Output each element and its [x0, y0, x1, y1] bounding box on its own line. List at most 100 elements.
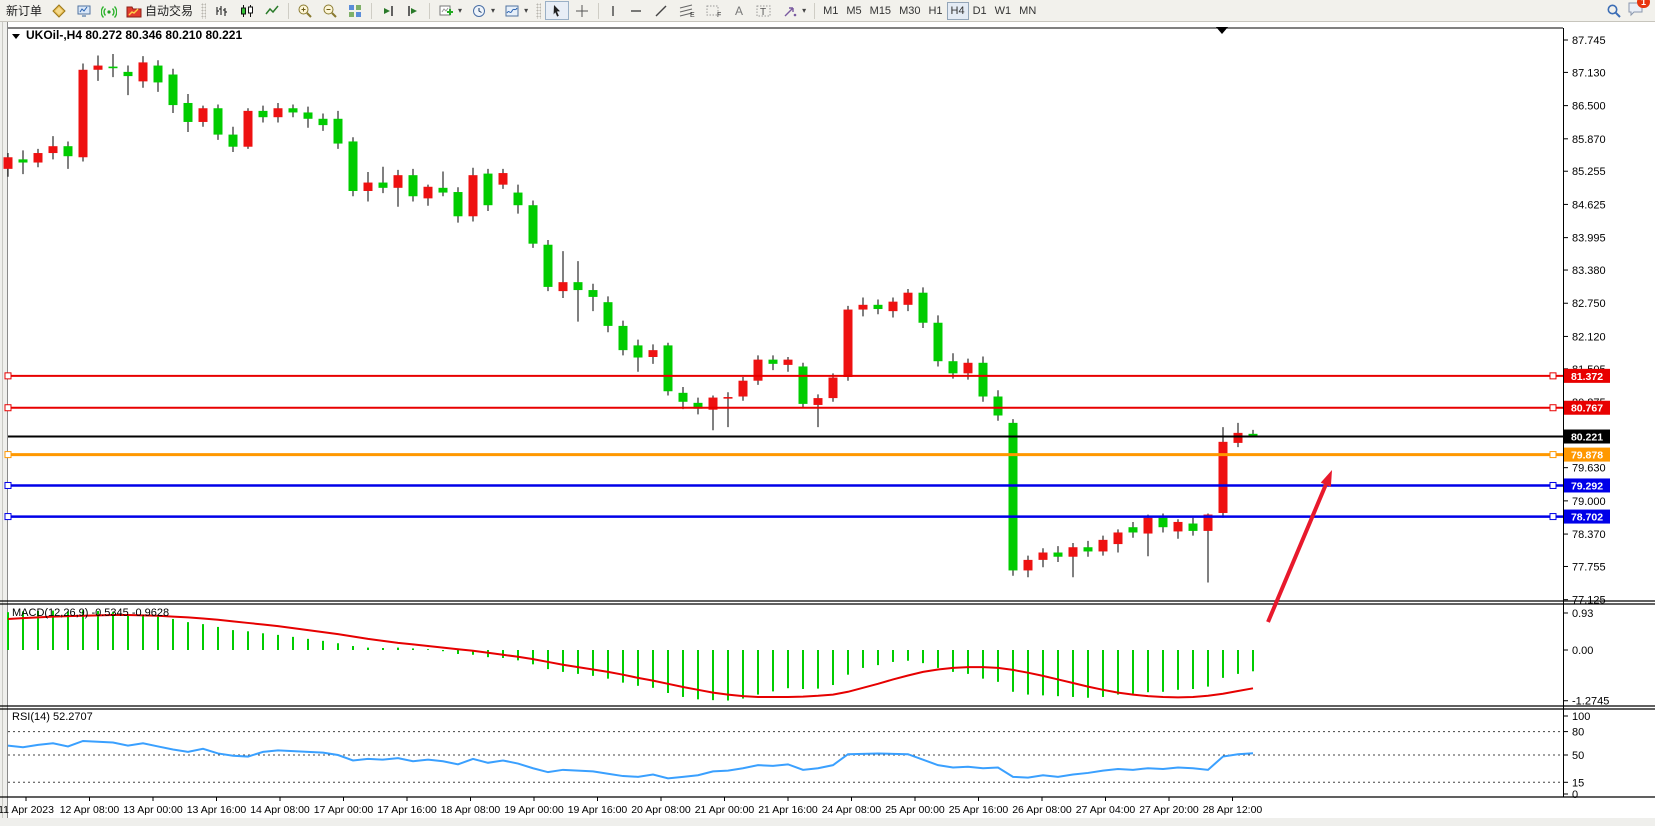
tf-M30[interactable]: M30 [895, 2, 924, 20]
svg-text:87.130: 87.130 [1572, 67, 1606, 79]
text-button[interactable]: A [728, 1, 750, 20]
autotrade-button[interactable]: 自动交易 [122, 1, 197, 20]
line-handle[interactable] [4, 404, 12, 412]
line-handle[interactable] [1549, 451, 1557, 459]
tf-H4[interactable]: H4 [946, 1, 969, 20]
scroll-marker[interactable] [1216, 27, 1228, 34]
chat-button[interactable]: 1 [1627, 0, 1650, 22]
period-clock-icon [471, 3, 487, 19]
chevron-down-icon: ▾ [458, 6, 463, 15]
svg-text:86.500: 86.500 [1572, 101, 1606, 113]
svg-text:79.000: 79.000 [1572, 496, 1606, 508]
time-axis[interactable]: 11 Apr 2023 12 Apr 08:00 13 Apr 00:00 13 Ap… [0, 797, 1262, 816]
candle-body [843, 309, 853, 378]
tf-M1[interactable]: M1 [819, 2, 842, 20]
horizontal-line-icon [628, 3, 644, 19]
tf-W1[interactable]: W1 [991, 2, 1016, 20]
tf-M15[interactable]: M15 [866, 2, 895, 20]
svg-text:79.630: 79.630 [1572, 463, 1606, 475]
svg-text:82.120: 82.120 [1572, 331, 1606, 343]
candle-body [618, 325, 628, 351]
text-label-button[interactable]: T [751, 1, 777, 20]
period-clock-button[interactable]: ▾ [467, 1, 499, 20]
arrow-annotation[interactable] [1266, 470, 1332, 623]
equidistant-channel-button[interactable]: F [701, 1, 727, 20]
line-handle[interactable] [1549, 404, 1557, 412]
line-handle[interactable] [4, 451, 12, 459]
new-order-button[interactable]: 新订单 [2, 1, 46, 20]
line-handle[interactable] [1549, 481, 1557, 489]
candle-body [693, 402, 703, 409]
chart-canvas[interactable]: 87.745 87.130 86.500 85.870 85.255 84.625 83.9… [0, 22, 1655, 826]
timeframe-group: M1 M5 M15 M30 H1 H4 D1 W1 MN [819, 1, 1040, 20]
zoom-in-button[interactable] [293, 1, 317, 20]
candlestick-chart-button[interactable] [235, 1, 259, 20]
price-label-box [1564, 447, 1610, 462]
fibonacci-button[interactable]: E [674, 1, 700, 20]
tf-M5[interactable]: M5 [842, 2, 865, 20]
tf-H1[interactable]: H1 [924, 2, 946, 20]
auto-scroll-button[interactable] [376, 1, 400, 20]
svg-text:17 Apr 16:00: 17 Apr 16:00 [377, 804, 437, 816]
candle-body [3, 157, 13, 169]
rsi-line [7, 739, 1254, 780]
candle-body [303, 112, 313, 119]
cursor-button[interactable] [545, 1, 570, 20]
tile-windows-button[interactable] [343, 1, 367, 20]
market-watch-button[interactable] [72, 1, 96, 20]
svg-text:15: 15 [1572, 777, 1584, 789]
arrows-button[interactable]: ▾ [778, 1, 810, 20]
candle-body [273, 108, 283, 118]
candle-body [648, 350, 658, 357]
svg-text:-1.2745: -1.2745 [1572, 696, 1609, 708]
price-axis[interactable]: 87.745 87.130 86.500 85.870 85.255 84.625 83.9… [1563, 35, 1610, 607]
arrows-icon [782, 3, 798, 19]
template-icon [504, 3, 520, 19]
tf-MN[interactable]: MN [1015, 2, 1040, 20]
toolbar-grip [201, 2, 207, 19]
trendline-button[interactable] [649, 1, 673, 20]
line-handle[interactable] [1549, 513, 1557, 521]
candle-body [1023, 559, 1033, 571]
line-handle[interactable] [1549, 372, 1557, 380]
horizontal-line-button[interactable] [624, 1, 648, 20]
svg-text:85.255: 85.255 [1572, 166, 1606, 178]
line-handle[interactable] [4, 372, 12, 380]
chevron-down-icon [12, 34, 20, 39]
market-watch-icon [76, 3, 92, 19]
candle-body [633, 345, 643, 358]
candle-body [1098, 539, 1108, 552]
new-order-ticket-button[interactable] [47, 1, 71, 20]
template-button[interactable]: ▾ [500, 1, 532, 20]
tf-D1[interactable]: D1 [969, 2, 991, 20]
svg-text:F: F [717, 12, 721, 19]
new-chart-button[interactable]: ▾ [434, 1, 466, 20]
candle-body [1113, 532, 1123, 545]
line-handle[interactable] [4, 513, 12, 521]
signal-button[interactable] [97, 1, 121, 20]
line-handle[interactable] [4, 481, 12, 489]
svg-text:14 Apr 08:00: 14 Apr 08:00 [250, 804, 310, 816]
svg-text:20 Apr 08:00: 20 Apr 08:00 [631, 804, 691, 816]
line-chart-button[interactable] [260, 1, 284, 20]
candle-body [363, 182, 373, 191]
vertical-line-button[interactable] [603, 1, 623, 20]
horizontal-lines[interactable] [4, 372, 1563, 521]
svg-text:77.125: 77.125 [1572, 595, 1606, 607]
candle-body [858, 304, 868, 310]
svg-text:82.750: 82.750 [1572, 298, 1606, 310]
candle-body [888, 301, 898, 312]
zoom-out-button[interactable] [318, 1, 342, 20]
candle-body [768, 359, 778, 364]
bar-chart-button[interactable] [210, 1, 234, 20]
rsi-label: RSI(14) 52.2707 [12, 711, 93, 723]
zoom-out-icon [322, 3, 338, 19]
candle-body [258, 110, 268, 118]
svg-text:80: 80 [1572, 727, 1584, 739]
search-button[interactable] [1602, 1, 1626, 20]
candle-body [1143, 517, 1153, 534]
svg-text:79.292: 79.292 [1571, 480, 1603, 492]
shift-end-button[interactable] [401, 1, 425, 20]
crosshair-button[interactable] [570, 1, 594, 20]
svg-text:19 Apr 00:00: 19 Apr 00:00 [504, 804, 564, 816]
